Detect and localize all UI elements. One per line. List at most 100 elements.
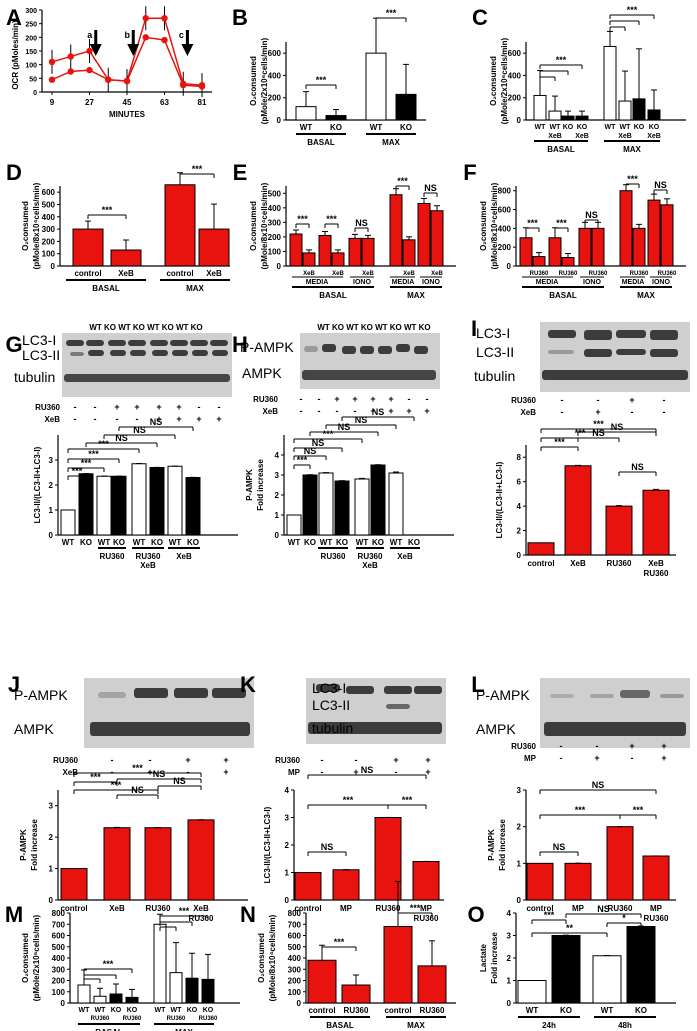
treatment-label: RU360 [199,1016,218,1022]
arrow-head [127,44,140,56]
y-tick-label: 400 [52,954,66,963]
band-label: LC3-I [22,332,56,348]
blot-K-band [414,686,442,694]
bar [289,233,303,267]
bar [632,227,646,267]
y-axis-label: (pMole/8x10⁴cells/min) [490,182,499,269]
sig-label: NS [150,417,163,427]
sign: + [388,406,393,416]
sign: - [149,755,152,765]
group-label: BASAL [549,291,577,300]
blot-I-band [616,330,646,338]
bar [131,463,147,536]
y-tick-label: 800 [52,909,66,918]
sig-label: NS [338,422,351,432]
y-tick-label: 600 [288,932,302,941]
category-label: WT [95,1007,107,1014]
data-point [123,77,131,85]
sign: - [408,394,411,404]
bar [532,256,546,267]
blot-G-band [152,350,168,356]
condition-label: IONO [583,279,601,286]
blot-K-band [308,722,442,734]
sign: - [111,755,114,765]
sig-label: *** [81,458,92,468]
blot-L-bg [540,678,690,748]
band-label: LC3-II [312,697,350,713]
blot-H-bg [300,333,440,389]
sign: - [318,406,321,416]
y-tick-label: 200 [42,237,56,246]
sig-label: *** [326,214,337,224]
row-label: RU360 [511,396,536,405]
lane-labels: WT KO WT KO WT KO WT KO [89,323,202,332]
y-tick-label: 2 [285,841,290,850]
sig-label: NS [304,446,317,456]
x-tick-label: 63 [160,98,169,107]
band-label: LC3-I [476,325,510,341]
sign: - [116,414,119,424]
y-tick-label: 0 [61,999,66,1008]
panel-label: F [463,160,476,185]
treatment-label: RU360 [530,271,549,277]
category-label: WT [62,538,75,547]
sig-label: NS [153,769,166,779]
sig-label: NS [592,428,605,438]
bar [603,45,617,121]
sign: - [74,402,77,412]
category-label: KO [304,538,316,547]
bar [395,93,417,121]
blot-K-band [386,704,410,709]
category-label: RU360 [146,904,171,913]
blot-G-band [64,374,230,382]
bar [591,227,605,267]
y-tick-label: 2 [517,823,522,832]
bar [389,194,403,267]
bar [153,923,167,1004]
category-label: control [384,1006,411,1015]
sign: + [595,407,600,417]
sign: - [198,402,201,412]
sig-label: NS [173,776,186,786]
category-label: XeB [206,269,222,278]
bar [526,862,554,901]
annotation-letter: a [87,30,93,40]
sig-label: *** [627,5,638,15]
y-tick-label: 500 [268,189,282,198]
bar [96,475,112,536]
blot-G-band [108,340,126,346]
sign: - [321,767,324,777]
category-label: WT [370,123,383,132]
group-label: MAX [407,1021,425,1030]
bar [548,110,562,121]
bar [318,234,332,267]
y-tick-label: 1 [517,859,522,868]
blot-G-band [88,350,104,356]
row-label: MP [524,754,537,763]
bar [561,257,575,267]
sign: + [196,414,201,424]
panel-label: G [5,332,22,357]
y-tick-label: 1 [507,977,512,986]
y-tick-label: 0 [517,551,522,560]
y-axis-label: Fold increase [30,819,39,871]
y-axis-label: (pMole/8x10⁴cells/min) [268,914,277,1001]
data-point [67,53,74,60]
data-point [48,76,56,83]
bar [334,480,350,536]
bar [341,984,371,1004]
category-label: WT [300,123,313,132]
y-tick-label: 100 [42,250,56,259]
y-tick-label: 150 [25,49,37,56]
sign: - [663,395,666,405]
bar [626,926,656,1004]
category-label: control [166,269,193,278]
condition-label: MEDIA [536,279,559,286]
annotation-letter: c [179,30,184,40]
panel-label: C [472,5,488,30]
sign: + [629,395,634,405]
category-label: WT [605,124,617,131]
bar [93,995,107,1004]
row-label: RU360 [275,756,300,765]
band-label: tubulin [14,369,55,385]
